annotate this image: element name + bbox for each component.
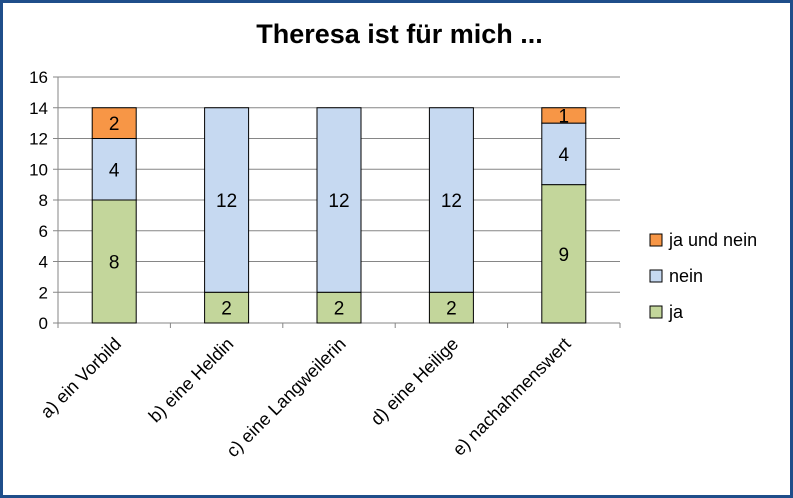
data-label: 12	[216, 191, 237, 212]
x-tick-label: b) eine Heldin	[145, 334, 238, 427]
data-label: 8	[109, 253, 120, 274]
x-tick-label: d) eine Heilige	[367, 334, 463, 430]
data-label: 9	[559, 245, 570, 266]
data-label: 2	[446, 299, 457, 320]
x-tick-label: a) ein Vorbild	[37, 334, 125, 422]
legend-label: nein	[669, 266, 703, 286]
bar-segment	[204, 107, 250, 293]
y-tick-label: 14	[29, 99, 48, 118]
bar-segment	[541, 184, 587, 324]
bar-segment	[541, 107, 587, 124]
legend-label: ja und nein	[668, 230, 757, 250]
data-label: 4	[559, 145, 570, 166]
bar-segment	[91, 138, 137, 201]
y-tick-label: 6	[39, 222, 48, 241]
legend-label: ja	[668, 302, 684, 322]
y-tick-label: 12	[29, 130, 48, 149]
x-tick-label: c) eine Langweilerin	[222, 334, 349, 461]
y-tick-label: 0	[39, 314, 48, 333]
bar-segment	[428, 107, 474, 293]
data-label: 2	[221, 299, 232, 320]
bar-segment	[91, 199, 137, 324]
y-tick-label: 8	[39, 191, 48, 210]
chart-title: Theresa ist für mich ...	[256, 19, 543, 49]
y-tick-label: 2	[39, 283, 48, 302]
data-label: 1	[559, 106, 570, 127]
y-tick-label: 4	[39, 253, 48, 272]
legend: ja und nein nein ja	[649, 230, 757, 322]
y-axis-ticks: 0 2 4 6 8 10 12 14 16	[29, 68, 48, 333]
data-label: 2	[334, 299, 345, 320]
data-label: 4	[109, 160, 120, 181]
y-tick-label: 10	[29, 160, 48, 179]
legend-swatch	[649, 269, 663, 283]
x-tick-label: e) nachahmenswert	[449, 334, 575, 460]
data-label: 12	[328, 191, 349, 212]
data-label: 2	[109, 114, 120, 135]
bar-segment	[91, 107, 137, 139]
legend-swatch	[649, 233, 663, 247]
y-tick-label: 16	[29, 68, 48, 87]
legend-swatch	[649, 305, 663, 319]
bar-segment	[316, 107, 362, 293]
data-label: 12	[441, 191, 462, 212]
